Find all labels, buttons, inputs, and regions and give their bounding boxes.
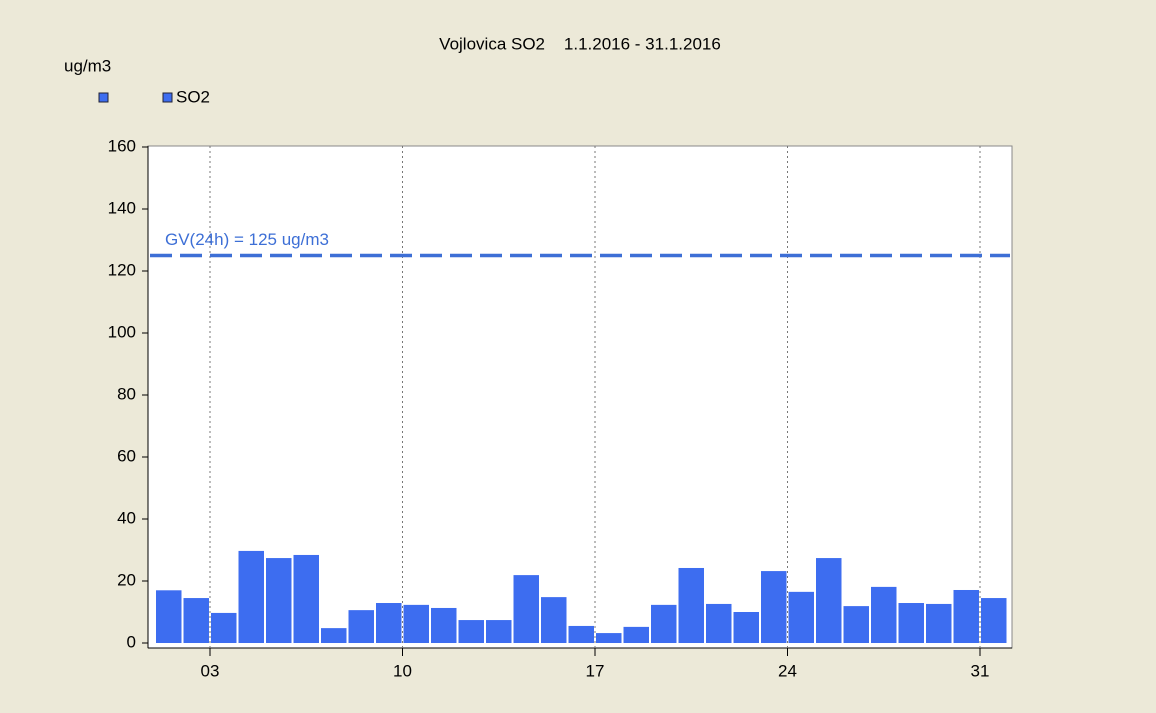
chart-title: Vojlovica SO2 1.1.2016 - 31.1.2016 — [439, 34, 721, 53]
bar — [926, 603, 952, 643]
bar — [238, 550, 264, 643]
bar — [156, 590, 182, 643]
bar — [211, 612, 237, 643]
bar — [513, 575, 539, 643]
y-tick-label: 80 — [117, 384, 136, 403]
bar — [788, 591, 814, 643]
bar — [541, 597, 567, 643]
bar — [293, 554, 319, 643]
bar — [981, 598, 1007, 643]
bar — [486, 620, 512, 643]
y-tick-label: 0 — [127, 632, 136, 651]
bar — [348, 610, 374, 643]
bar — [596, 633, 622, 643]
y-tick-label: 40 — [117, 508, 136, 527]
bar — [623, 626, 649, 643]
y-axis-label: ug/m3 — [64, 56, 111, 75]
bar — [733, 612, 759, 643]
bar — [321, 628, 347, 643]
bar — [871, 586, 897, 643]
bar — [266, 558, 292, 643]
y-tick-label: 60 — [117, 446, 136, 465]
x-tick-label: 10 — [393, 661, 412, 680]
y-tick-label: 20 — [117, 570, 136, 589]
bar — [431, 607, 457, 643]
x-tick-label: 03 — [201, 661, 220, 680]
bar — [568, 625, 594, 643]
x-tick-label: 24 — [778, 661, 797, 680]
y-tick-label: 140 — [108, 198, 136, 217]
bar — [898, 603, 924, 643]
bar — [816, 558, 842, 643]
bar — [651, 604, 677, 643]
bar — [953, 589, 979, 643]
y-tick-label: 120 — [108, 260, 136, 279]
legend-swatch — [162, 92, 173, 103]
bar — [458, 620, 484, 643]
legend-label: SO2 — [176, 87, 210, 106]
plot-area — [147, 145, 1013, 649]
bar — [403, 604, 429, 643]
x-tick-label: 17 — [586, 661, 605, 680]
bar — [183, 598, 209, 643]
threshold-label: GV(24h) = 125 ug/m3 — [165, 230, 329, 249]
bar — [761, 571, 787, 643]
bar — [706, 603, 732, 643]
y-tick-label: 160 — [108, 136, 136, 155]
x-tick-label: 31 — [971, 661, 990, 680]
bar — [678, 567, 704, 643]
bar — [843, 606, 869, 643]
bar — [376, 603, 402, 643]
y-tick-label: 100 — [108, 322, 136, 341]
legend-swatch — [98, 92, 109, 103]
